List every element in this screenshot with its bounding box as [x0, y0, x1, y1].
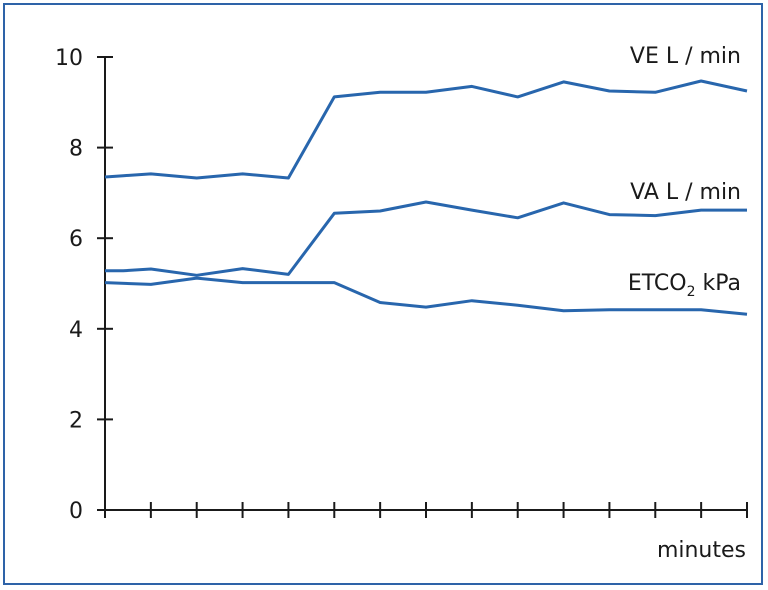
- series-labels: VE L / min VA L / min ETCO2 kPa: [628, 44, 741, 300]
- chart-frame: 0 2 4 6 8 10 VE L / min VA L / min ETCO2 kPa mi…: [3, 3, 763, 585]
- series-label-etco2-kpa: ETCO2 kPa: [628, 271, 741, 300]
- series-line-ve-l-min: [104, 79, 748, 180]
- series-line-etco2-kpa: [104, 276, 748, 316]
- series-line-va-l-min: [105, 200, 747, 277]
- y-tick-label: 4: [69, 318, 83, 343]
- axes: 0 2 4 6 8 10: [55, 46, 748, 524]
- y-tick-label: 2: [69, 408, 83, 433]
- y-tick-label: 8: [69, 137, 83, 162]
- y-tick-label: 6: [69, 227, 83, 252]
- y-tick-label: 0: [69, 499, 83, 524]
- line-chart: 0 2 4 6 8 10 VE L / min VA L / min ETCO2 kPa mi…: [55, 44, 748, 563]
- x-axis-title: minutes: [657, 538, 746, 563]
- series-label-ve-l-min: VE L / min: [630, 44, 741, 69]
- y-tick-label: 10: [55, 46, 83, 71]
- series-label-va-l-min: VA L / min: [630, 180, 741, 205]
- series-lines: [104, 79, 748, 316]
